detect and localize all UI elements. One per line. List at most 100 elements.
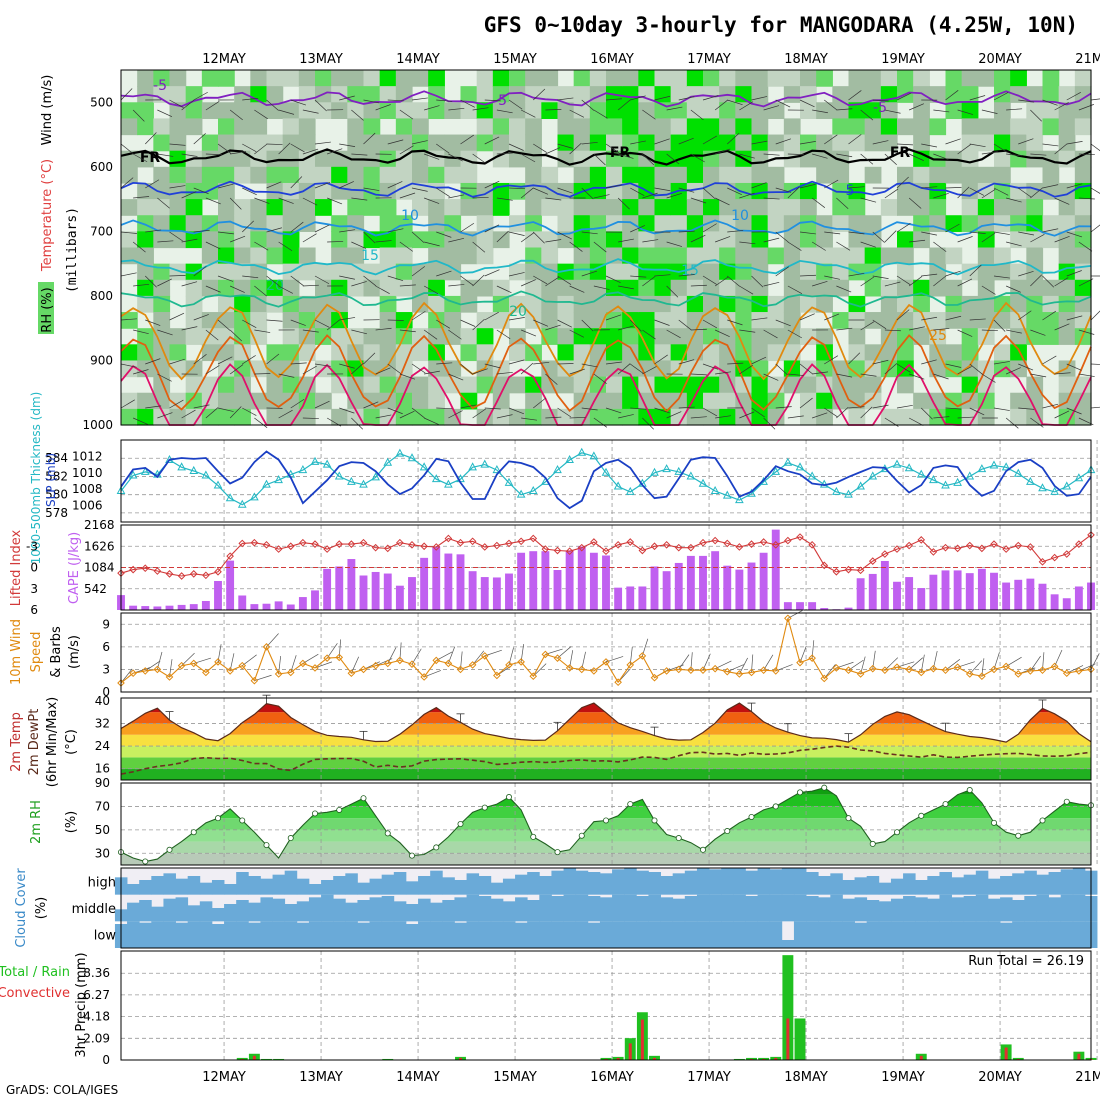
- rh-shade-cell: [1042, 215, 1060, 232]
- wind-barb: [945, 90, 959, 101]
- rh-shade-cell: [444, 247, 462, 265]
- lifted-index-marker: [735, 543, 744, 551]
- wind-speed-marker: [577, 665, 586, 674]
- rh-shade-cell: [363, 263, 381, 281]
- wind-barb: [229, 364, 244, 375]
- wind-barb: [824, 134, 838, 145]
- wind-barb: [872, 275, 889, 279]
- rh-shade-cell: [573, 70, 591, 87]
- rh-shade-cell: [476, 312, 494, 329]
- lifted-index-marker: [941, 543, 950, 552]
- rh-shade-cell: [201, 263, 219, 281]
- wind-barb: [690, 328, 707, 331]
- wind-barb: [654, 274, 671, 277]
- cape-bar: [311, 590, 319, 610]
- rh-shade-cell: [541, 166, 559, 184]
- wind-barb: [533, 88, 546, 101]
- cloud-low-bar: [575, 921, 589, 948]
- wind-speed-marker: [396, 656, 404, 665]
- wind-barb: [339, 229, 356, 233]
- rh-shade-cell: [557, 360, 575, 378]
- rh-shade-cell: [428, 295, 445, 313]
- rh-shade-cell: [767, 199, 785, 216]
- wind-barb: [448, 107, 465, 111]
- rh-shade-cell: [864, 102, 882, 120]
- wind-barb: [921, 273, 938, 277]
- cloud-low-bar: [890, 921, 904, 948]
- wind-barb: [896, 404, 913, 409]
- cape-bar: [335, 566, 344, 610]
- rh-shade-cell: [347, 199, 365, 216]
- wind-speed-marker: [323, 654, 331, 662]
- rh-shade-cell: [557, 295, 575, 313]
- rh-shade-cell: [234, 392, 251, 410]
- rh-shade-cell: [460, 247, 478, 265]
- rh-shade-cell: [897, 344, 914, 362]
- cloud-low-bar: [757, 921, 771, 948]
- rh-shade-cell: [460, 328, 478, 345]
- wind-barb: [278, 142, 291, 155]
- thickness-marker: [698, 478, 708, 487]
- lifted-index-marker: [177, 572, 186, 580]
- wind-barb: [1054, 143, 1068, 155]
- cloud-high-bar: [490, 882, 504, 895]
- cloud-low-bar: [381, 921, 395, 948]
- wind-barb: [702, 319, 718, 329]
- lifted-index-marker: [153, 567, 162, 575]
- wind-barb: [1066, 91, 1081, 101]
- lifted-tick-label: 3: [30, 582, 38, 596]
- rh-shade-cell: [751, 344, 769, 362]
- wind-speed-marker: [929, 664, 938, 673]
- wind-barb: [351, 417, 364, 430]
- wind-barb: [424, 241, 440, 247]
- wind-barb: [242, 275, 259, 279]
- rh-shade-cell: [686, 166, 704, 184]
- cloud-low-bar: [987, 921, 1001, 948]
- rh-marker: [408, 852, 415, 859]
- rh-shade-cell: [735, 215, 753, 232]
- rh-shade-cell: [379, 70, 397, 87]
- wind-speed-marker: [1050, 662, 1059, 671]
- cloud-high-bar: [1024, 870, 1037, 895]
- thickness-marker: [492, 465, 502, 474]
- rh-marker: [675, 835, 682, 842]
- wind-barb: [1018, 99, 1035, 103]
- wind-barb: [1090, 143, 1100, 152]
- wind-barb-10m: [739, 657, 748, 675]
- contour-label: 10: [731, 208, 749, 224]
- wind-barb: [375, 367, 391, 375]
- wind-barb: [884, 363, 898, 375]
- rh-shade-cell: [379, 134, 397, 152]
- rh-marker: [821, 784, 828, 791]
- rh-shade-cell: [121, 360, 138, 378]
- rh-shade-cell: [751, 86, 769, 103]
- rh-shade-cell: [347, 408, 365, 426]
- cloud-low-bar: [903, 921, 916, 948]
- thickness-marker: [686, 471, 696, 480]
- cape-bar: [650, 566, 659, 610]
- rh-shade-cell: [315, 102, 332, 120]
- rh-color-band: [121, 841, 1091, 854]
- slp-frame: [120, 439, 1092, 523]
- wind-barb: [508, 187, 526, 190]
- cloud-low-bar: [466, 921, 480, 948]
- rh-shade-cell: [282, 166, 300, 184]
- rh-shade-cell: [686, 408, 704, 426]
- rh-shade-cell: [395, 408, 413, 426]
- rh-shade-cell: [751, 312, 769, 329]
- rh-shade-cell: [1058, 102, 1076, 120]
- wind-barb: [957, 236, 973, 243]
- rh-shade-cell: [606, 199, 623, 216]
- wind-barb: [993, 407, 1010, 411]
- wind-axis-label-a: 10m Wind: [9, 619, 24, 685]
- wind-barb: [460, 222, 475, 233]
- rh-shade-cell: [1026, 199, 1044, 216]
- rh-marker: [797, 789, 804, 796]
- lifted-index-marker: [480, 543, 489, 551]
- rh-shade-cell: [670, 199, 688, 216]
- rh-shade-cell: [800, 70, 817, 87]
- rh-shade-cell: [541, 279, 559, 297]
- wind-barb: [484, 180, 500, 189]
- date-label-top: 20MAY: [978, 52, 1022, 67]
- cape-bar: [626, 586, 635, 610]
